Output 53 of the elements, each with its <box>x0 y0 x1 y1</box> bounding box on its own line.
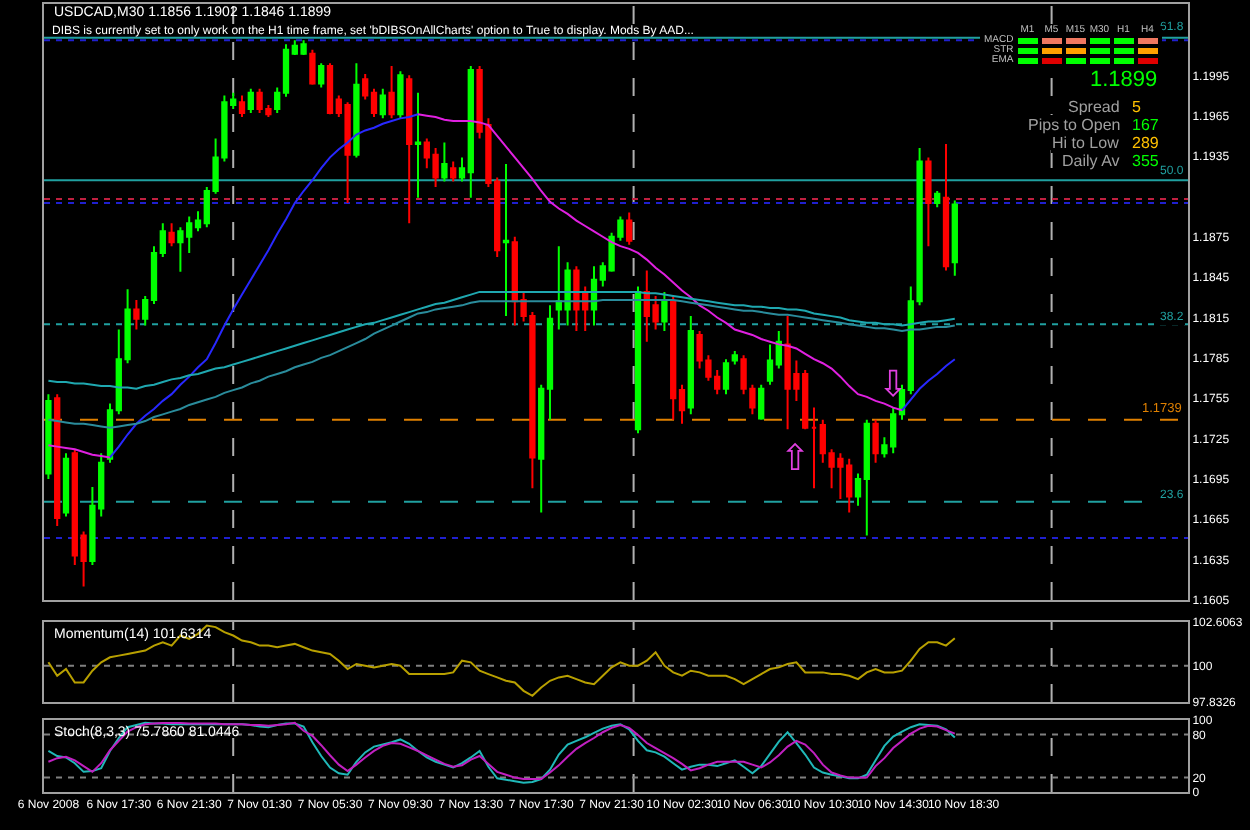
candlestick <box>626 211 633 246</box>
candlestick <box>590 265 598 327</box>
candlestick <box>661 290 668 332</box>
annotation: 1.1899 <box>1090 68 1158 92</box>
candlestick <box>62 452 70 518</box>
annotation: ⇩ <box>878 364 909 406</box>
candlestick <box>502 163 510 318</box>
annotation: Pips to Open <box>1028 116 1121 134</box>
annotation: Spread <box>1068 98 1120 116</box>
annotation: 5 <box>1132 98 1142 116</box>
candlestick <box>450 160 457 183</box>
candlestick <box>731 350 738 366</box>
candlestick <box>326 62 334 116</box>
candlestick <box>379 87 386 120</box>
candlestick <box>670 294 677 421</box>
candlestick <box>45 393 52 480</box>
candlestick <box>397 70 404 120</box>
candlestick <box>467 64 474 199</box>
candlestick <box>414 91 422 199</box>
candlestick <box>573 265 580 332</box>
candlestick <box>722 358 730 396</box>
candlestick <box>872 418 879 464</box>
annotation: Daily Av <box>1062 152 1120 170</box>
candlestick <box>687 315 694 416</box>
candlestick <box>133 298 140 331</box>
candlestick <box>388 64 395 120</box>
candlestick <box>238 94 246 119</box>
annotation: ⇧ <box>780 438 811 480</box>
candlestick <box>758 383 765 421</box>
candlestick <box>925 156 932 248</box>
candlestick <box>432 146 439 188</box>
annotation: Hi to Low <box>1052 134 1120 152</box>
candlestick <box>441 141 448 183</box>
candlestick <box>406 74 413 225</box>
candlestick <box>309 48 316 86</box>
candlestick <box>344 101 351 205</box>
annotation: 355 <box>1132 152 1160 170</box>
candlestick <box>318 62 325 89</box>
annotation: 167 <box>1132 116 1160 134</box>
candlestick <box>247 87 254 114</box>
candlestick <box>168 222 175 248</box>
candlestick <box>634 285 642 435</box>
line-series <box>47 298 956 429</box>
candlestick <box>942 142 950 272</box>
candlestick <box>951 199 958 277</box>
annotation: 289 <box>1132 134 1160 152</box>
candlestick <box>353 62 360 159</box>
candlestick <box>300 39 307 57</box>
candlestick <box>54 393 61 527</box>
line-series <box>47 624 956 697</box>
candlestick <box>810 406 818 490</box>
candlestick <box>934 190 941 209</box>
candlestick <box>863 418 870 537</box>
